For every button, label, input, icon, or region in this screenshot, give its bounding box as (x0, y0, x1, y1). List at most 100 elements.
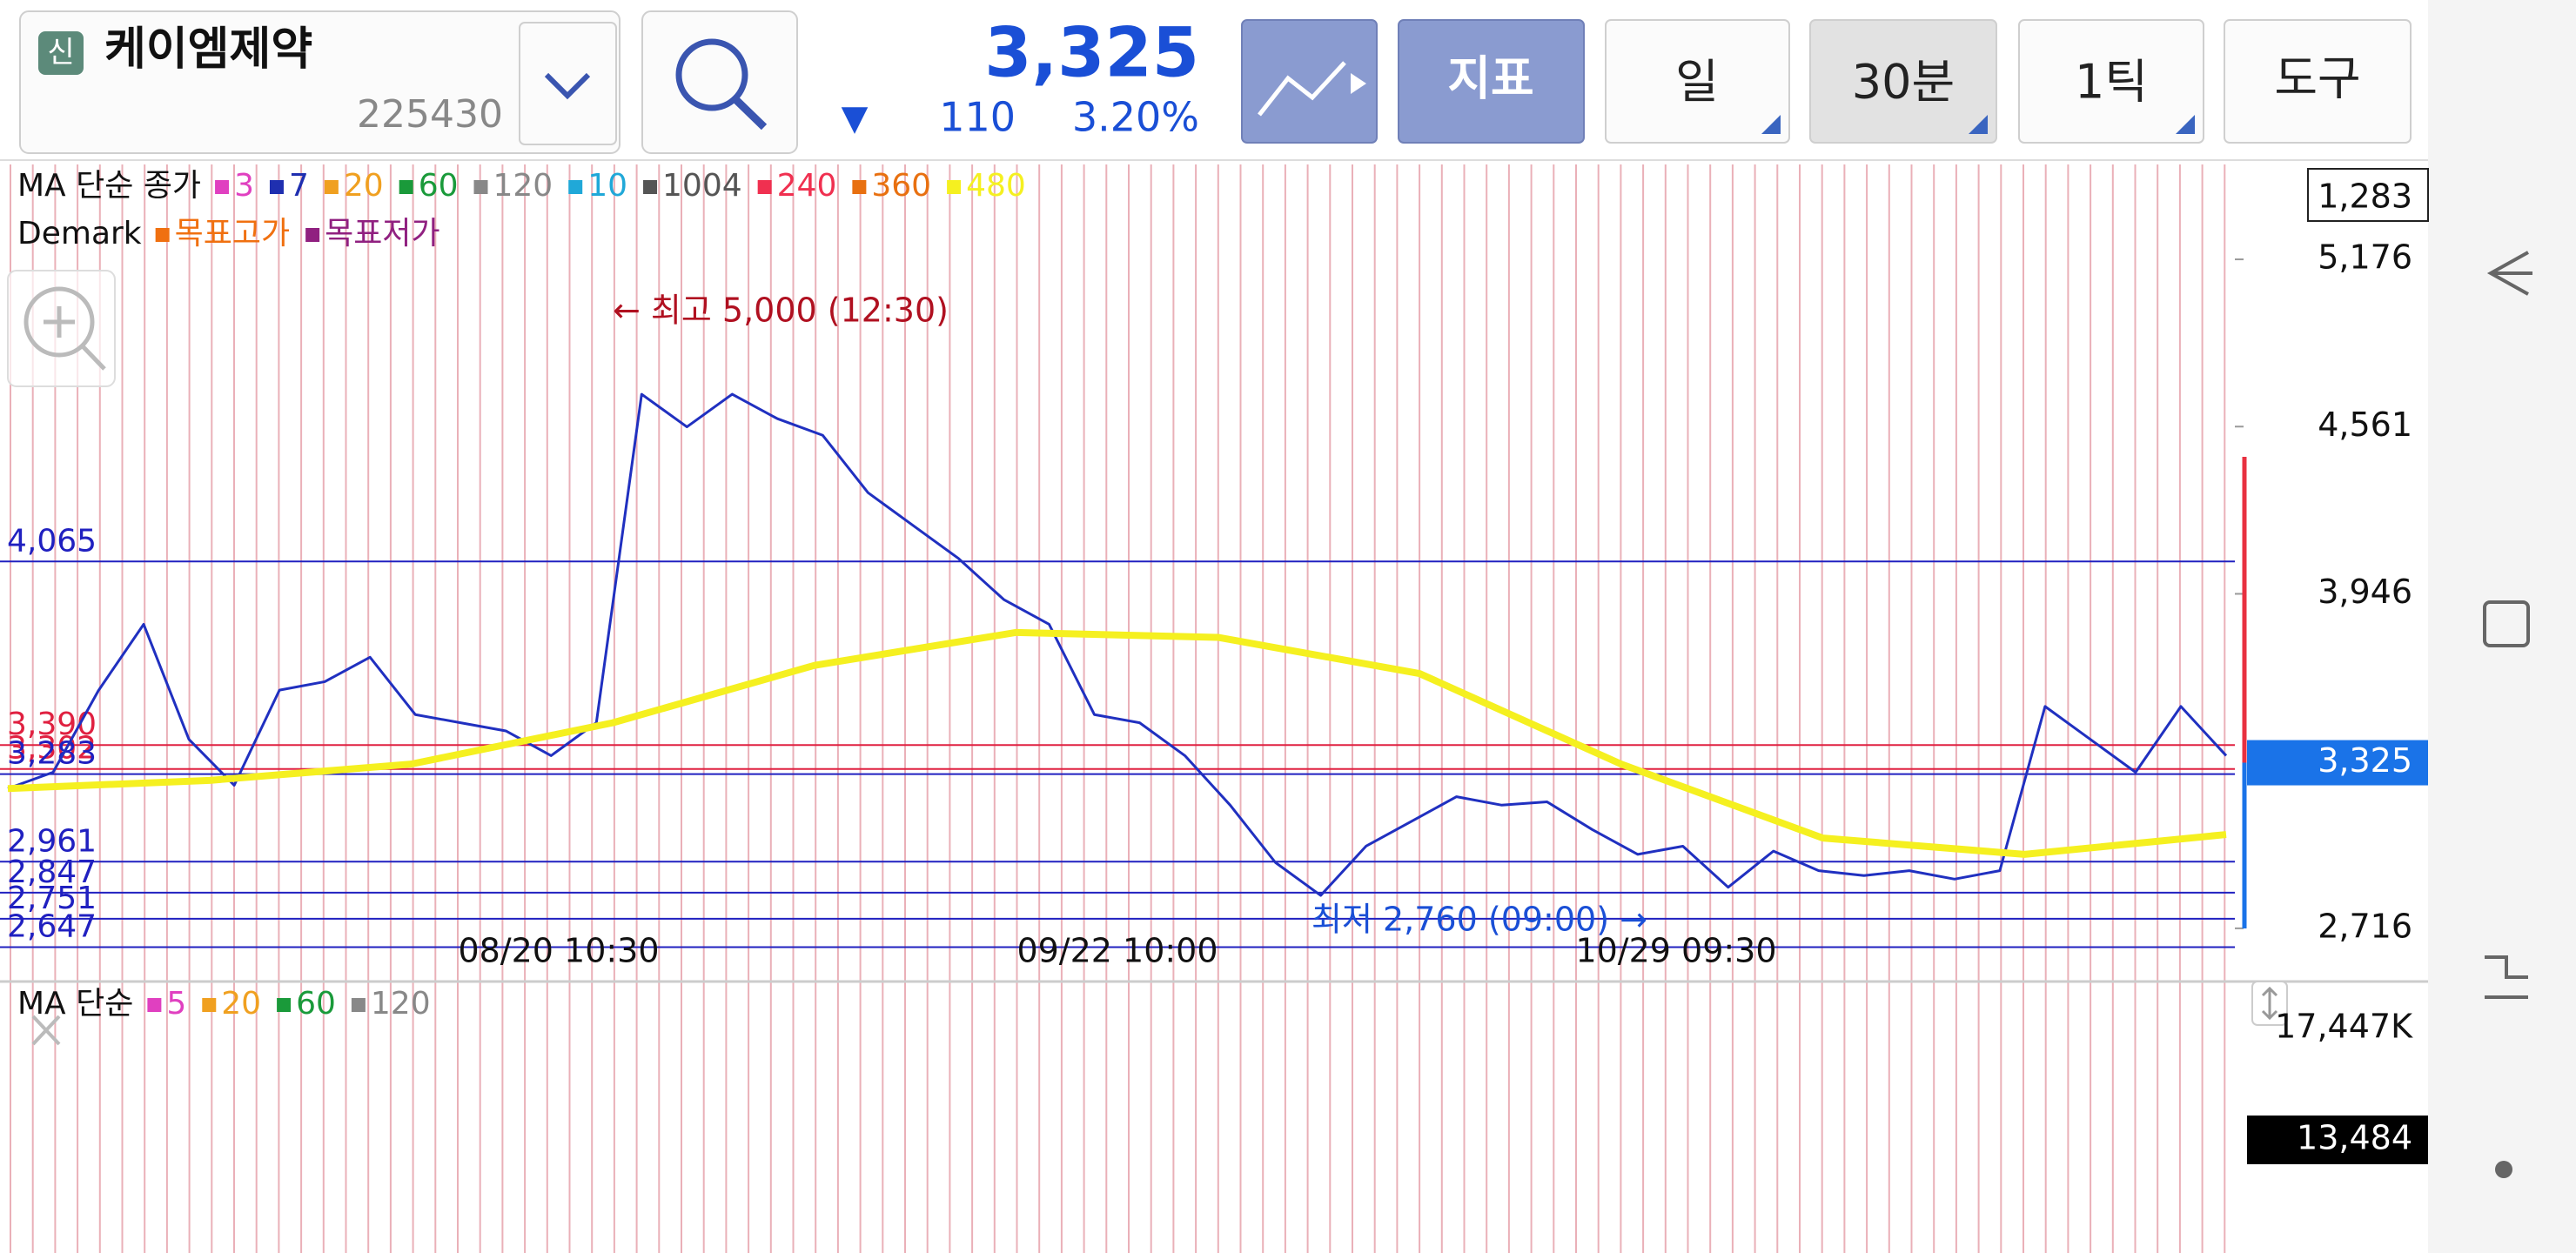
back-icon[interactable] (2486, 251, 2532, 296)
legend-swatch (473, 180, 488, 194)
day-separators (10, 164, 2226, 1253)
corner-mark (1761, 115, 1781, 134)
stock-box[interactable] (19, 10, 621, 154)
change-pct: 3.20% (1072, 94, 1199, 141)
tools-label: 도구 (2274, 51, 2360, 106)
legend-swatch (155, 228, 170, 242)
legend-swatch (568, 180, 583, 194)
level-label: 3,283 (7, 736, 97, 772)
tick-button[interactable] (2018, 19, 2204, 144)
chart-icon (1258, 61, 1346, 117)
search-icon (675, 38, 748, 111)
resize-icon (2261, 986, 2278, 1021)
level-label: 2,647 (7, 908, 97, 944)
search-button[interactable] (641, 10, 798, 154)
legend-swatch (215, 180, 230, 194)
volume-top-label: 17,447K (2275, 1008, 2413, 1046)
play-icon (1351, 73, 1366, 94)
tick-label: 1틱 (2075, 55, 2148, 110)
current-price: 3,325 (984, 14, 1199, 92)
legend-label: 7 (289, 168, 309, 204)
chevron-icon (544, 72, 591, 100)
badge (38, 31, 84, 75)
legend-swatch (643, 180, 658, 194)
nav-bar (2428, 0, 2576, 1253)
stock-name: 케이엠제약 (104, 23, 312, 76)
legend-swatch (852, 180, 867, 194)
legend-title: Demark (17, 216, 142, 251)
legend-swatch (202, 998, 217, 1012)
level-label: 2,751 (7, 881, 97, 916)
y-tick-label: 5,176 (2318, 238, 2412, 277)
legend-label: 20 (344, 168, 384, 204)
corner-mark (2176, 115, 2195, 134)
x-tick-label: 09/22 10:00 (1016, 932, 1218, 970)
legend-title: MA 단순 (17, 986, 133, 1022)
legend-label: 60 (296, 986, 336, 1022)
legend-swatch (324, 180, 339, 194)
legend-label: 5 (166, 986, 186, 1022)
tools-button[interactable] (2224, 19, 2412, 144)
y-tick-label: 2,716 (2318, 907, 2412, 945)
search-icon-handle (732, 96, 768, 131)
legend-swatch (305, 228, 320, 242)
legend-swatch (277, 998, 292, 1012)
high-note: ← 최고 5,000 (12:30) (613, 291, 949, 330)
indicator-button[interactable] (1398, 19, 1585, 144)
price-line (7, 628, 2227, 858)
legend-swatch (399, 180, 413, 194)
legend-swatch (351, 998, 366, 1012)
current-price-label: 3,325 (2318, 741, 2412, 780)
change: 110 (939, 94, 1016, 141)
legend-label: 120 (371, 986, 431, 1022)
level-label: 2,961 (7, 823, 97, 859)
top-label-box (2307, 168, 2429, 222)
legend-label: 1004 (662, 168, 742, 204)
legend-swatch (947, 180, 962, 194)
top-label: 1,283 (2318, 178, 2412, 216)
period-label: 30분 (1852, 55, 1955, 110)
legend-title: MA 단순 종가 (17, 168, 201, 204)
x-tick-label: 08/20 10:30 (458, 932, 659, 970)
level-label: 4,065 (7, 523, 97, 559)
chart-type-button[interactable] (1241, 19, 1378, 144)
low-note: 최저 2,760 (09:00) → (1311, 901, 1647, 939)
recent-icon[interactable] (2485, 955, 2528, 999)
legend-swatch (757, 180, 772, 194)
legend-label: 60 (419, 168, 459, 204)
legend-label: 20 (221, 986, 261, 1022)
level-label: 3,390 (7, 707, 97, 742)
close-icon[interactable] (31, 1015, 61, 1046)
volume-current-box (2247, 1116, 2428, 1164)
change-arrow: ▼ (842, 98, 869, 138)
dot-icon[interactable] (2495, 1161, 2512, 1178)
legend-label: 목표저가 (325, 216, 439, 251)
dropdown-button[interactable] (519, 22, 617, 145)
legend-label: 3 (234, 168, 254, 204)
home-icon[interactable] (2483, 600, 2530, 647)
level-label: 2,847 (7, 854, 97, 890)
legend-label: 360 (871, 168, 931, 204)
legend-label: 10 (587, 168, 627, 204)
stock-code: 225430 (357, 92, 503, 137)
zoom-icon-lines (44, 306, 106, 371)
legend-label: 480 (966, 168, 1026, 204)
legend-label: 240 (777, 168, 837, 204)
corner-mark (1969, 115, 1988, 134)
price-line (7, 392, 2228, 897)
legend-swatch (147, 998, 162, 1012)
x-tick-label: 10/29 09:30 (1575, 932, 1776, 970)
y-tick-label: 3,946 (2318, 573, 2412, 611)
current-price-box (2247, 740, 2428, 786)
period-button[interactable] (1809, 19, 1997, 144)
badge-text: 신 (47, 36, 74, 70)
level-label: 3,302 (7, 731, 97, 767)
legend-label: 120 (493, 168, 553, 204)
volume-current: 13,484 (2297, 1119, 2412, 1157)
legend-label: 목표고가 (175, 216, 290, 251)
indicator-label: 지표 (1447, 51, 1533, 106)
day-button[interactable] (1605, 19, 1790, 144)
zoom-icon (23, 286, 95, 358)
